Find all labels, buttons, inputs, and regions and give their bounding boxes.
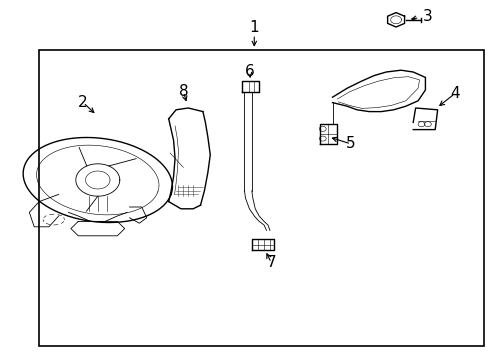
Text: 6: 6: [244, 64, 254, 80]
Text: 4: 4: [449, 86, 459, 101]
Text: 8: 8: [178, 84, 188, 99]
Text: 7: 7: [266, 255, 276, 270]
Text: 1: 1: [249, 19, 259, 35]
Text: 5: 5: [346, 136, 355, 152]
Bar: [39, 50, 483, 346]
Text: 2: 2: [78, 95, 88, 110]
Text: 3: 3: [422, 9, 432, 24]
